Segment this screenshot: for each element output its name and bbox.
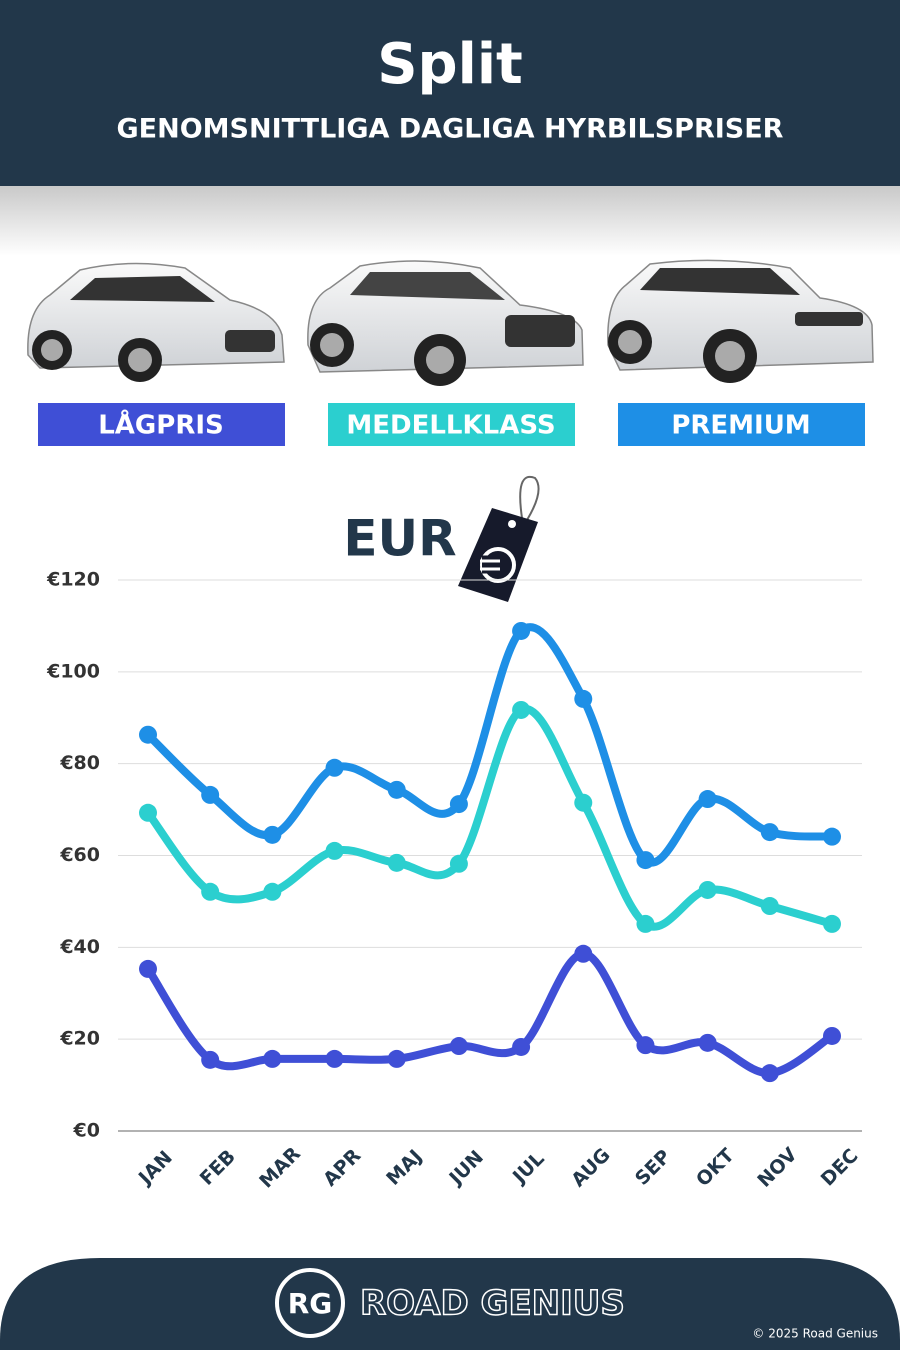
x-tick-label: MAR — [255, 1143, 305, 1193]
series-line — [144, 623, 836, 867]
data-point — [698, 1033, 717, 1052]
car-premium — [607, 259, 874, 383]
x-tick-label: FEB — [196, 1146, 240, 1190]
chart-subtitle: GENOMSNITTLIGA DAGLIGA HYRBILSPRISER — [117, 114, 784, 145]
x-tick-label: JUL — [507, 1148, 548, 1189]
data-point — [636, 914, 655, 933]
x-tick-label: SEP — [631, 1145, 675, 1189]
legend-label: MEDELLKLASS — [346, 411, 555, 441]
header-shadow — [0, 186, 900, 256]
series-line — [144, 705, 836, 931]
data-point — [760, 823, 779, 842]
data-point — [387, 780, 406, 799]
data-point — [325, 1049, 344, 1068]
data-point — [512, 700, 531, 719]
data-point — [636, 1036, 655, 1055]
data-point — [263, 825, 282, 844]
x-tick-label: NOV — [753, 1143, 801, 1191]
data-point — [698, 790, 717, 809]
data-point — [823, 827, 841, 846]
logo-mark: RG — [288, 1287, 333, 1320]
copyright: © 2025 Road Genius — [752, 1327, 878, 1341]
y-tick-label: €40 — [59, 936, 100, 958]
data-point — [760, 897, 779, 916]
data-point — [823, 1026, 841, 1045]
y-tick-label: €80 — [59, 752, 100, 774]
data-point — [139, 959, 157, 978]
price-tag-icon — [458, 475, 540, 602]
data-point — [760, 1064, 779, 1083]
data-point — [823, 914, 841, 933]
chart-title: Split — [377, 32, 523, 97]
x-tick-label: JUN — [444, 1146, 488, 1190]
data-point — [574, 689, 593, 708]
data-point — [139, 725, 157, 744]
data-point — [449, 854, 468, 873]
legend-swatch — [38, 403, 285, 446]
footer-band — [0, 1258, 900, 1350]
data-point — [139, 803, 157, 822]
y-tick-label: €60 — [59, 844, 100, 866]
x-tick-label: JAN — [133, 1147, 177, 1191]
car-economy — [27, 262, 285, 382]
legend-swatch — [328, 403, 575, 446]
legend-label: LÅGPRIS — [98, 409, 224, 441]
data-point — [512, 1037, 531, 1056]
x-tick-label: DEC — [817, 1145, 863, 1191]
data-point — [325, 758, 344, 777]
data-point — [263, 882, 282, 901]
y-tick-label: €120 — [46, 569, 100, 591]
y-tick-label: €20 — [59, 1028, 100, 1050]
unit-label: EUR — [343, 510, 456, 568]
data-point — [325, 841, 344, 860]
header-band — [0, 0, 900, 186]
x-tick-label: OKT — [692, 1144, 739, 1191]
data-point — [201, 1050, 220, 1069]
y-tick-label: €0 — [73, 1120, 100, 1142]
data-point — [636, 851, 655, 870]
data-point — [449, 1037, 468, 1056]
x-tick-label: MAJ — [382, 1145, 426, 1189]
data-point — [387, 853, 406, 872]
car-midsize — [307, 260, 584, 386]
data-point — [698, 880, 717, 899]
data-point — [263, 1049, 282, 1068]
data-point — [574, 793, 593, 812]
data-point — [201, 882, 220, 901]
brand-name: ROAD GENIUS — [360, 1284, 625, 1324]
series-line — [144, 949, 836, 1078]
logo-ring — [275, 1268, 345, 1338]
data-point — [574, 944, 593, 963]
data-point — [449, 795, 468, 814]
x-tick-label: AUG — [567, 1144, 614, 1191]
data-point — [201, 785, 220, 804]
legend-swatch — [618, 403, 865, 446]
data-point — [387, 1049, 406, 1068]
y-tick-label: €100 — [46, 660, 100, 682]
x-tick-label: APR — [319, 1144, 365, 1190]
data-point — [512, 621, 531, 640]
legend-label: PREMIUM — [671, 411, 810, 441]
